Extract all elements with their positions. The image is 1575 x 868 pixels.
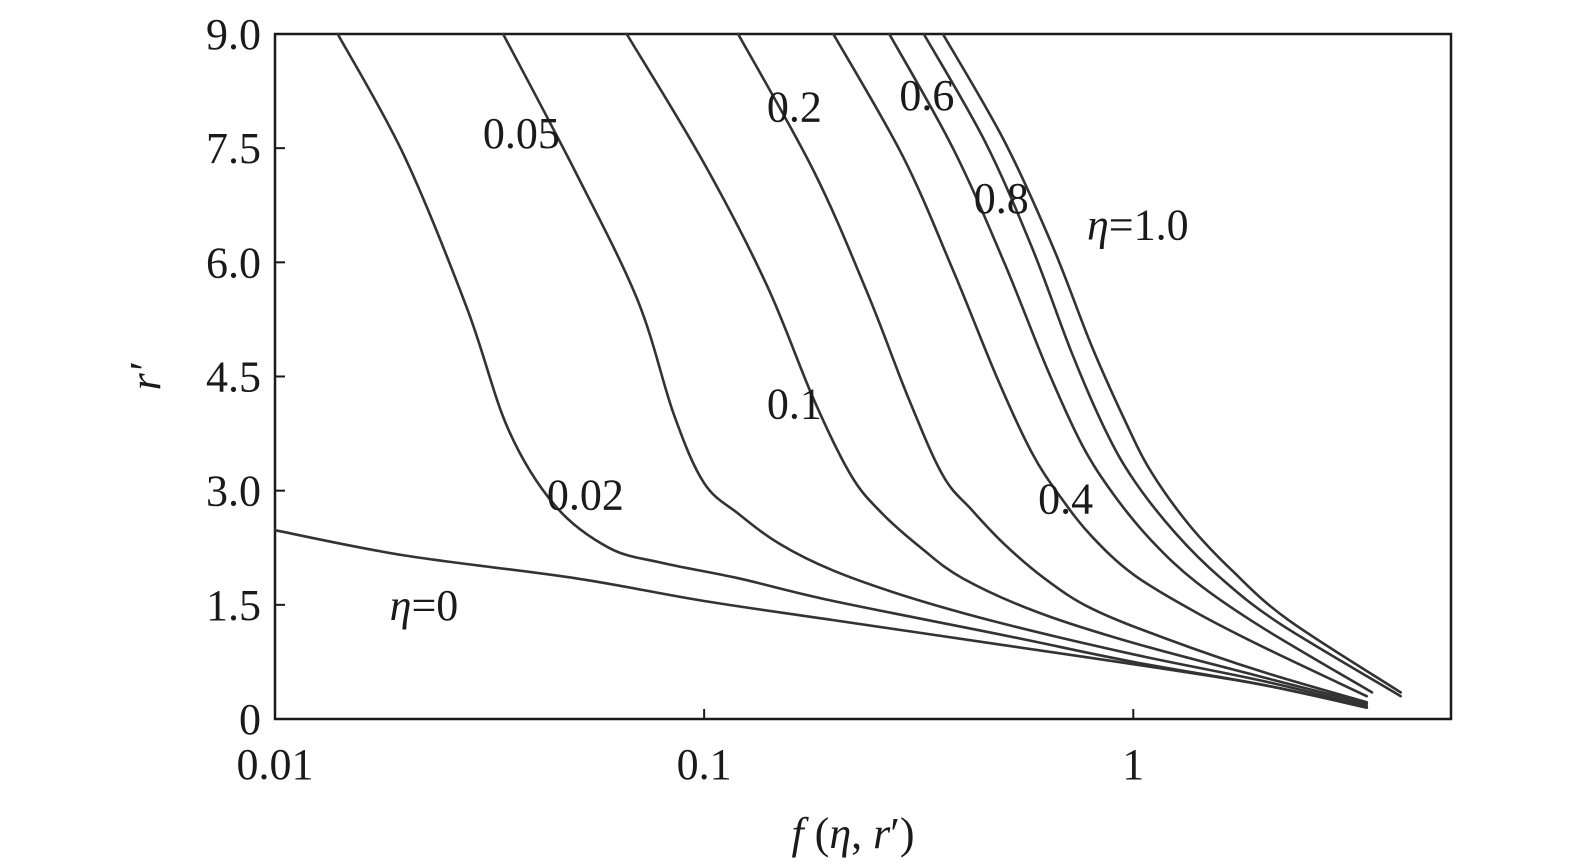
y-tick-label: 0	[239, 695, 261, 744]
y-tick-label: 9.0	[206, 10, 261, 59]
x-tick-label: 0.01	[237, 740, 314, 789]
y-tick-label: 3.0	[206, 467, 261, 516]
curve-eta-0-6	[888, 32, 1374, 694]
curve-label: 0.8	[974, 174, 1029, 223]
curve-eta-0-2	[736, 32, 1369, 704]
curve-label: 0.6	[899, 71, 954, 120]
y-tick-label: 7.5	[206, 124, 261, 173]
curve-eta-0-05	[501, 32, 1369, 708]
y-tick-label: 6.0	[206, 238, 261, 287]
x-tick-label: 1	[1122, 740, 1144, 789]
curve-label: 0.02	[547, 471, 624, 520]
y-axis-title: r′	[121, 362, 170, 390]
axis-ticks: 0 1.5 3.0 4.5 6.0 7.5 9.0 0.01 0.1 1	[206, 10, 1144, 789]
x-tick-label: 0.1	[677, 740, 732, 789]
axis-titles: f (η, r′) r′	[121, 362, 915, 858]
curve-eta-0-4	[832, 32, 1369, 698]
curve-label: 0.1	[767, 379, 822, 428]
curve-label: 0.2	[767, 83, 822, 132]
curve-label: η=0	[390, 581, 459, 630]
curve-eta-0-1	[625, 32, 1369, 706]
y-tick-label: 4.5	[206, 353, 261, 402]
x-axis-title: f (η, r′)	[791, 809, 914, 858]
curve-label: η=1.0	[1087, 201, 1189, 250]
curve-eta-0-8	[922, 32, 1402, 698]
curve-eta-1	[941, 32, 1402, 694]
curve-label: 0.4	[1038, 475, 1093, 524]
curve-labels: η=0 0.02 0.05 0.1 0.2 0.4 0.6 0.8 η=1.0	[390, 71, 1189, 630]
curve-label: 0.05	[483, 109, 560, 158]
curve-eta-0-02	[336, 32, 1369, 709]
y-tick-label: 1.5	[206, 581, 261, 630]
curves	[273, 32, 1402, 709]
